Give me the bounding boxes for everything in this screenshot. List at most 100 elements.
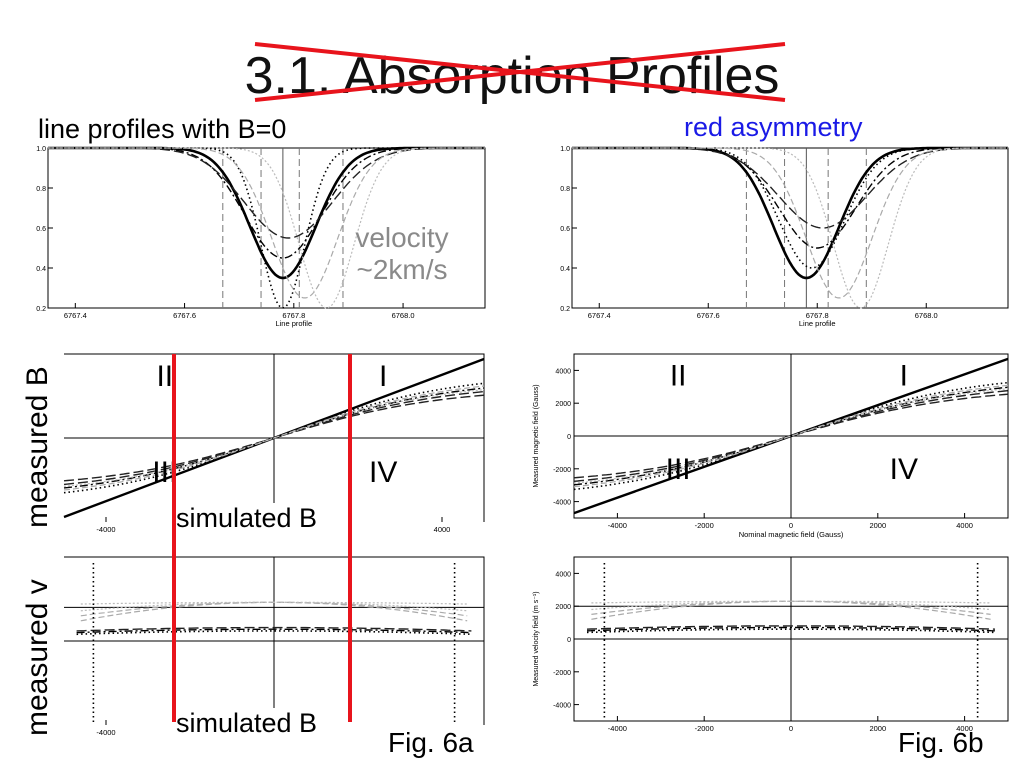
- velocity-black-curve-1: [586, 628, 996, 634]
- quadrant-label-iv: IV: [369, 456, 397, 489]
- x-tick-label: 6767.4: [588, 311, 611, 320]
- profile-series-1: [572, 146, 1008, 280]
- y-tick-label: 0: [567, 637, 571, 644]
- x-tick-label: 2000: [869, 521, 886, 530]
- fig-6b-label: Fig. 6b: [898, 727, 984, 758]
- velocity-grey-curve-4: [80, 601, 468, 605]
- slide-title: 3.1. Absorption Profiles: [244, 47, 780, 105]
- velocity-note-line2: ~2km/s: [356, 254, 448, 285]
- chart-6b-line-profiles: 0.2 0.4 0.6 0.8 1.0 6767.4 6767.6 6767.8 6768.0 L…: [560, 146, 1009, 328]
- velocity-note-line1: velocity: [355, 222, 449, 253]
- velocity-black-curve-2: [76, 628, 472, 634]
- field-curve-4: [573, 393, 1009, 479]
- y-tick-label: 1.0: [36, 146, 46, 153]
- plot-frame: [571, 147, 1009, 309]
- profile-series-5: [572, 147, 1008, 299]
- velocity-note: velocity ~2km/s: [344, 222, 460, 286]
- plot-frame: [64, 353, 485, 522]
- quadrant-label-ii: II: [670, 360, 687, 393]
- y-tick-label: 2000: [555, 401, 571, 408]
- x-tick-label: -4000: [608, 521, 627, 530]
- y-axis-label: Measured velocity field (m s⁻¹): [533, 591, 540, 686]
- field-curve-1: [573, 381, 1009, 491]
- fig-6a-label: Fig. 6a: [388, 727, 474, 758]
- x-tick-label: -2000: [695, 724, 714, 733]
- velocity-grey-curve-4: [591, 600, 991, 604]
- x-tick-label: 6767.6: [173, 311, 196, 320]
- y-tick-label: 0.6: [36, 226, 46, 233]
- y-tick-label: -4000: [553, 500, 571, 507]
- x-tick-label: -2000: [695, 521, 714, 530]
- chart-6a-line-profiles: 0.2 0.4 0.6 0.8 1.0 6767.4 6767.6 6767.8 6768.0 L…: [36, 146, 486, 328]
- plot-frame: [64, 556, 485, 725]
- field-curve-5: [573, 384, 1009, 488]
- x-axis-label: Line profile: [799, 319, 836, 328]
- y-tick-label: 1.0: [560, 146, 570, 153]
- label-simulated-b-top: simulated B: [176, 503, 320, 533]
- x-tick-label: 2000: [869, 724, 886, 733]
- velocity-black-curve-2: [586, 626, 996, 632]
- x-tick-label: 6768.0: [915, 311, 938, 320]
- field-curve-2: [573, 386, 1009, 486]
- x-axis-label: Nominal magnetic field (Gauss): [739, 530, 844, 539]
- x-tick-label: 4000: [956, 724, 973, 733]
- y-tick-label: -2000: [553, 670, 571, 677]
- x-tick-label: 4000: [956, 521, 973, 530]
- y-tick-label: 0.8: [36, 186, 46, 193]
- y-tick-label: 4000: [555, 571, 571, 578]
- label-simulated-b-bottom: simulated B: [176, 708, 320, 738]
- x-axis-label: Line profile: [275, 319, 312, 328]
- field-curve-6: [63, 389, 485, 487]
- velocity-grey-curve-2: [591, 600, 991, 611]
- label-measured-b: measured B: [21, 366, 54, 528]
- x-tick-label: -4000: [96, 525, 115, 534]
- y-tick-label: 0.2: [560, 306, 570, 313]
- x-tick-label: 6767.8: [806, 311, 829, 320]
- chart-6a-velocity-field: -4000: [64, 556, 485, 737]
- y-tick-label: 0: [567, 434, 571, 441]
- quadrant-label-iii: III: [666, 453, 691, 486]
- chart-6b-velocity-field: -4000 -2000 0 2000 4000 4000 2000 0 -2000 -4000 Me…: [533, 556, 1009, 733]
- label-measured-v: measured v: [21, 579, 54, 736]
- y-tick-label: 0.6: [560, 226, 570, 233]
- x-tick-label: 6767.6: [697, 311, 720, 320]
- field-curve-2: [63, 387, 485, 489]
- y-tick-label: -4000: [553, 703, 571, 710]
- profile-series-6: [572, 147, 1008, 309]
- velocity-black-curve-1: [76, 630, 472, 636]
- y-tick-label: 0.2: [36, 306, 46, 313]
- diagonal-reference-line: [573, 357, 1009, 515]
- field-curve-6: [573, 388, 1009, 484]
- velocity-black-curve-3: [76, 626, 472, 632]
- y-tick-label: 0.4: [36, 266, 46, 273]
- quadrant-label-i: I: [379, 360, 387, 393]
- quadrant-label-ii: II: [156, 360, 173, 393]
- quadrant-label-iii: III: [152, 456, 177, 489]
- label-red-asymmetry: red asymmetry: [684, 112, 863, 142]
- profile-series-4: [572, 147, 1008, 229]
- y-axis-label: Measured magnetic field (Gauss): [533, 384, 540, 487]
- chart-6b-magnetic-field: -4000 -2000 0 2000 4000 4000 2000 0 -2000 -4000 No…: [533, 353, 1009, 539]
- x-tick-label: 0: [789, 724, 793, 733]
- x-tick-label: 4000: [434, 525, 451, 534]
- quadrant-label-iv: IV: [890, 453, 918, 486]
- y-tick-label: 0.8: [560, 186, 570, 193]
- label-line-profiles: line profiles with B=0: [38, 114, 287, 144]
- velocity-grey-curve-3: [591, 600, 991, 620]
- y-tick-label: 2000: [555, 604, 571, 611]
- x-tick-label: 6768.0: [392, 311, 415, 320]
- y-tick-label: 4000: [555, 368, 571, 375]
- y-tick-label: 0.4: [560, 266, 570, 273]
- x-tick-label: 6767.8: [282, 311, 305, 320]
- x-tick-label: 0: [789, 521, 793, 530]
- profile-series-3: [572, 147, 1008, 249]
- velocity-black-curve-3: [586, 625, 996, 630]
- field-curve-1: [63, 382, 485, 494]
- x-tick-label: 6767.4: [64, 311, 87, 320]
- field-curve-3: [573, 390, 1009, 482]
- y-tick-label: -2000: [553, 467, 571, 474]
- profile-series-6: [48, 147, 485, 309]
- x-tick-label: -4000: [608, 724, 627, 733]
- title-strike-mark: [254, 42, 786, 102]
